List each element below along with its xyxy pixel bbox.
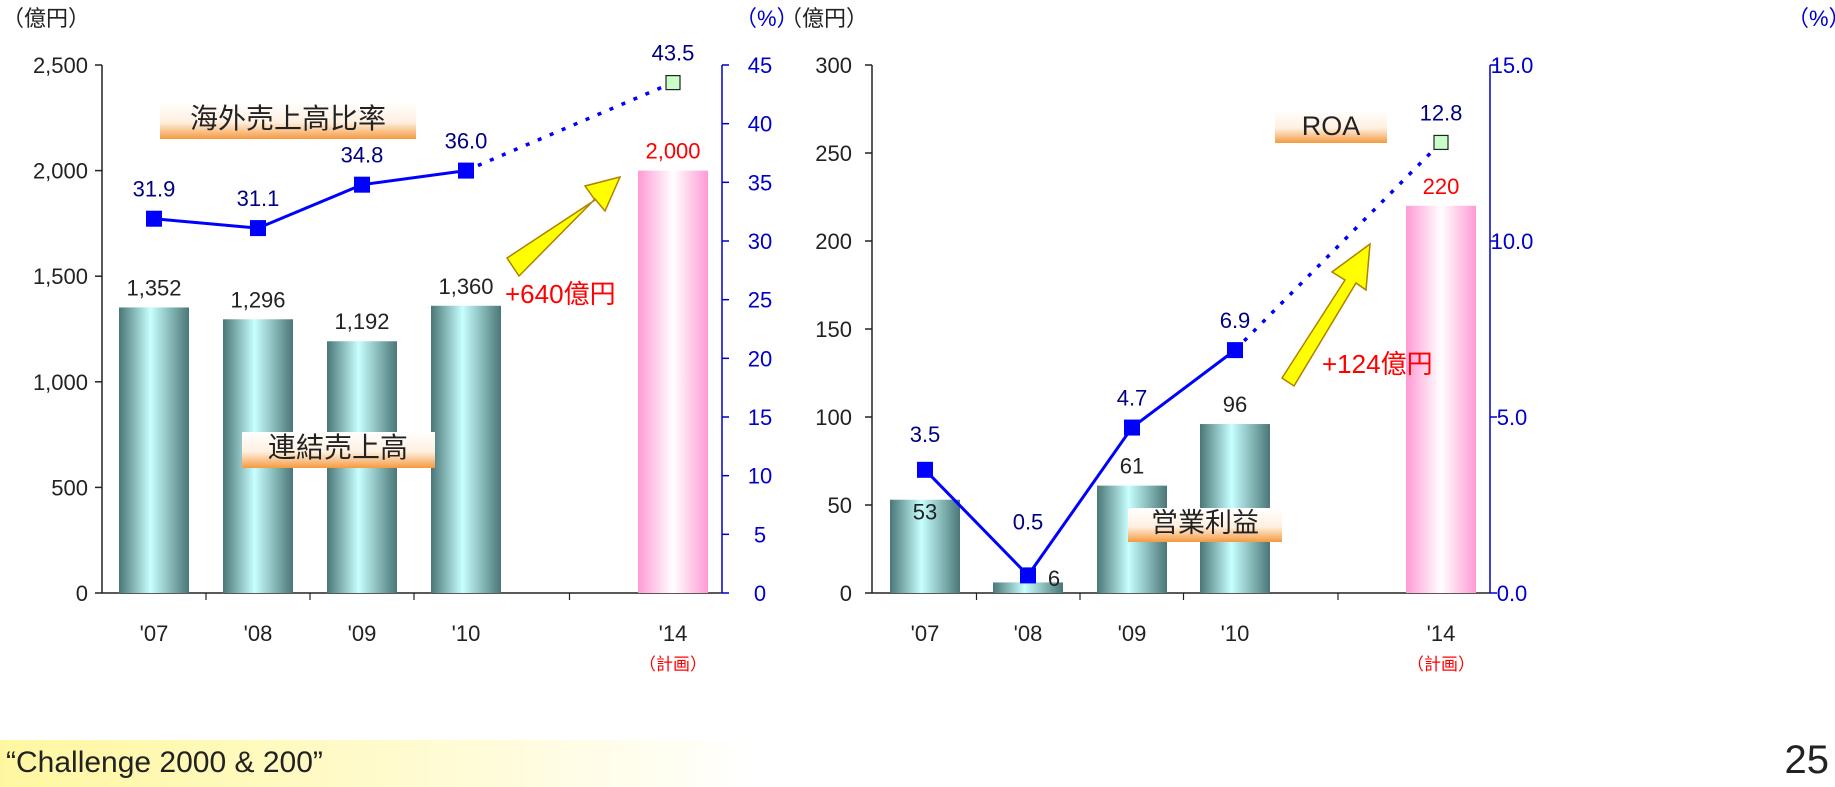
x-tick-label: '09 — [1118, 621, 1147, 646]
right-tick-label: 15.0 — [1491, 53, 1534, 78]
x-tick-label: '08 — [244, 621, 273, 646]
bar-value-label: 1,352 — [126, 275, 181, 300]
x-tick-label: '10 — [452, 621, 481, 646]
bar-series: 1,352 1,296 1,192 1,360 2,000 — [119, 139, 708, 593]
right-tick-label: 10.0 — [1491, 229, 1534, 254]
page-number: 25 — [1785, 738, 1830, 783]
left-unit-label: （億円） — [780, 6, 868, 31]
growth-annotation: +640億円 — [505, 279, 616, 309]
line-path-plan — [466, 83, 673, 171]
line-value-label: 43.5 — [652, 41, 695, 66]
footer-text: “Challenge 2000 & 200” — [6, 746, 323, 780]
left-tick-label: 300 — [815, 53, 852, 78]
right-tick-label: 20 — [748, 346, 772, 371]
line-point — [146, 211, 162, 227]
left-tick-label: 2,500 — [33, 53, 88, 78]
line-point-plan — [666, 76, 680, 90]
x-tick-sublabel: （計画） — [1407, 655, 1475, 674]
bar-value-label: 1,296 — [230, 287, 285, 312]
line-value-label: 34.8 — [341, 143, 384, 168]
line-value-label: 3.5 — [910, 422, 941, 447]
line-point — [1124, 420, 1140, 436]
line-value-label: 12.8 — [1420, 100, 1463, 125]
line-point-plan — [1434, 135, 1448, 149]
line-value-label: 36.0 — [445, 129, 488, 154]
line-point — [917, 462, 933, 478]
right-tick-label: 15 — [748, 405, 772, 430]
line-point — [250, 220, 266, 236]
left-tick-label: 500 — [51, 475, 88, 500]
left-tick-label: 250 — [815, 141, 852, 166]
line-point — [1020, 567, 1036, 583]
bar — [119, 307, 189, 593]
x-tick-label: '07 — [911, 621, 940, 646]
line-value-label: 0.5 — [1013, 509, 1044, 534]
left-tick-label: 150 — [815, 317, 852, 342]
line-value-label: 31.1 — [237, 186, 280, 211]
right-tick-label: 5.0 — [1497, 405, 1528, 430]
bar-value-label: 1,360 — [438, 274, 493, 299]
chart-overseas-sales: （億円） （%） 0 500 1,000 1,500 2,000 2,500 0 5 10 15 2… — [2, 6, 799, 674]
growth-arrow — [507, 177, 620, 276]
bar-value-label: 1,192 — [334, 309, 389, 334]
right-tick-label: 0 — [754, 581, 766, 606]
footer-banner: “Challenge 2000 & 200” — [0, 740, 760, 787]
right-tick-label: 25 — [748, 288, 772, 313]
x-tick-label: '09 — [348, 621, 377, 646]
left-tick-label: 0 — [76, 581, 88, 606]
x-tick-sublabel: （計画） — [639, 655, 707, 674]
growth-arrow-shape — [507, 177, 620, 276]
series-tag-label: 営業利益 — [1151, 508, 1259, 538]
bar — [638, 171, 708, 593]
x-tick-label: '08 — [1014, 621, 1043, 646]
series-tag: 連結売上高 — [242, 432, 435, 468]
x-tick-label: '14 — [1427, 621, 1456, 646]
bar — [431, 306, 501, 593]
x-tick-label: '07 — [140, 621, 169, 646]
right-tick-label: 45 — [748, 53, 772, 78]
line-value-label: 4.7 — [1117, 386, 1148, 411]
line-point — [458, 163, 474, 179]
chart-operating-profit: （億円） （%） 0 50 100 150 200 250 300 0.0 5.0 10.0 15.… — [780, 6, 1835, 674]
x-tick-label: '10 — [1221, 621, 1250, 646]
right-tick-label: 35 — [748, 170, 772, 195]
right-tick-label: 30 — [748, 229, 772, 254]
line-value-label: 31.9 — [133, 177, 176, 202]
bar-value-label: 6 — [1048, 566, 1060, 591]
right-unit-label: （%） — [1787, 6, 1835, 31]
left-tick-label: 0 — [840, 581, 852, 606]
line-point — [354, 177, 370, 193]
growth-annotation: +124億円 — [1322, 349, 1433, 379]
left-tick-label: 2,000 — [33, 159, 88, 184]
left-tick-label: 50 — [828, 493, 852, 518]
series-tag-label: 海外売上高比率 — [190, 103, 386, 134]
right-tick-label: 10 — [748, 464, 772, 489]
left-tick-label: 1,000 — [33, 370, 88, 395]
bar — [1406, 206, 1476, 593]
bar-value-label: 61 — [1120, 454, 1144, 479]
left-tick-label: 1,500 — [33, 264, 88, 289]
line-point — [1227, 342, 1243, 358]
bar-value-label: 53 — [913, 500, 937, 525]
series-tag: ROA — [1275, 110, 1387, 143]
left-unit-label: （億円） — [2, 6, 90, 31]
bar-value-label: 96 — [1223, 392, 1247, 417]
line-path-actual — [154, 171, 466, 228]
series-tag: 海外売上高比率 — [160, 102, 416, 139]
right-tick-label: 0.0 — [1497, 581, 1528, 606]
right-tick-label: 40 — [748, 112, 772, 137]
x-tick-label: '14 — [659, 621, 688, 646]
bar-value-label: 2,000 — [645, 139, 700, 164]
line-value-label: 6.9 — [1220, 308, 1251, 333]
series-tag: 営業利益 — [1128, 508, 1282, 542]
left-tick-label: 100 — [815, 405, 852, 430]
bar-value-label: 220 — [1423, 174, 1460, 199]
series-tag-label: 連結売上高 — [268, 432, 408, 463]
series-tag-label: ROA — [1302, 111, 1361, 141]
left-tick-label: 200 — [815, 229, 852, 254]
right-tick-label: 5 — [754, 522, 766, 547]
